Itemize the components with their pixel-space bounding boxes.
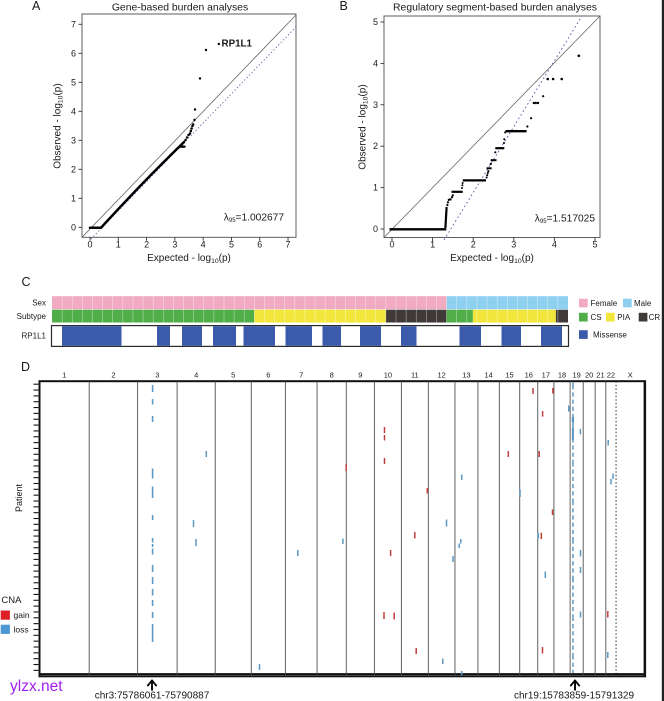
svg-text:7: 7 — [71, 19, 76, 29]
svg-text:Expected - log10(p): Expected - log10(p) — [450, 253, 534, 265]
svg-text:λ95=1.002677: λ95=1.002677 — [224, 213, 285, 225]
svg-text:2: 2 — [471, 240, 476, 250]
svg-text:D: D — [21, 360, 30, 374]
svg-text:8: 8 — [330, 371, 334, 380]
svg-text:A: A — [32, 0, 41, 13]
svg-text:5: 5 — [592, 240, 597, 250]
svg-text:1: 1 — [430, 240, 435, 250]
svg-text:3: 3 — [373, 100, 378, 110]
svg-text:17: 17 — [542, 371, 550, 380]
svg-text:Observed - log10(p): Observed - log10(p) — [53, 83, 65, 168]
svg-text:RP1L1: RP1L1 — [222, 39, 253, 50]
svg-text:chr19:15783859-15791329: chr19:15783859-15791329 — [514, 691, 635, 701]
svg-text:CR: CR — [649, 313, 661, 322]
svg-text:11: 11 — [411, 371, 419, 380]
svg-text:Expected - log10(p): Expected - log10(p) — [147, 253, 231, 265]
svg-text:5: 5 — [229, 240, 234, 250]
svg-text:3: 3 — [71, 135, 76, 145]
svg-text:Female: Female — [591, 299, 618, 308]
svg-text:5: 5 — [71, 77, 76, 87]
svg-text:Missense: Missense — [593, 331, 627, 340]
svg-text:CNA: CNA — [1, 595, 22, 606]
svg-text:20: 20 — [585, 371, 593, 380]
svg-text:5: 5 — [373, 17, 378, 27]
svg-text:2: 2 — [111, 371, 115, 380]
svg-text:ylzx.net: ylzx.net — [10, 678, 63, 695]
svg-text:18: 18 — [558, 371, 566, 380]
svg-text:1: 1 — [116, 240, 121, 250]
svg-text:3: 3 — [172, 240, 177, 250]
svg-text:B: B — [340, 0, 348, 13]
svg-text:4: 4 — [552, 240, 557, 250]
svg-text:X: X — [628, 371, 633, 380]
svg-text:4: 4 — [201, 240, 206, 250]
svg-text:0: 0 — [71, 222, 76, 232]
svg-text:7: 7 — [286, 240, 291, 250]
svg-text:loss: loss — [14, 624, 29, 634]
svg-text:Regulatory segment-based burde: Regulatory segment-based burden analyses — [393, 3, 597, 14]
svg-text:λ95=1.517025: λ95=1.517025 — [535, 214, 596, 226]
svg-text:1: 1 — [373, 183, 378, 193]
svg-text:10: 10 — [384, 371, 392, 380]
svg-text:7: 7 — [299, 371, 303, 380]
svg-text:0: 0 — [87, 240, 92, 250]
svg-text:3: 3 — [511, 240, 516, 250]
svg-text:Observed - log10(p): Observed - log10(p) — [358, 84, 370, 169]
svg-text:4: 4 — [194, 371, 198, 380]
svg-text:Gene-based burden analyses: Gene-based burden analyses — [112, 3, 248, 14]
svg-text:3: 3 — [155, 371, 159, 380]
svg-text:6: 6 — [257, 240, 262, 250]
svg-text:13: 13 — [462, 371, 470, 380]
svg-text:22: 22 — [607, 371, 615, 380]
svg-text:1: 1 — [62, 371, 66, 380]
svg-text:1: 1 — [71, 193, 76, 203]
svg-text:2: 2 — [373, 141, 378, 151]
svg-text:Male: Male — [634, 299, 652, 308]
svg-text:C: C — [22, 275, 31, 289]
svg-text:21: 21 — [596, 371, 604, 380]
svg-text:5: 5 — [231, 371, 235, 380]
svg-text:6: 6 — [71, 48, 76, 58]
svg-text:12: 12 — [437, 371, 445, 380]
svg-text:6: 6 — [266, 371, 270, 380]
svg-text:0: 0 — [373, 224, 378, 234]
svg-text:15: 15 — [505, 371, 513, 380]
svg-text:RP1L1: RP1L1 — [22, 332, 47, 341]
svg-text:CS: CS — [591, 313, 602, 322]
svg-text:9: 9 — [358, 371, 362, 380]
svg-text:14: 14 — [484, 371, 492, 380]
svg-text:4: 4 — [71, 106, 76, 116]
svg-text:2: 2 — [144, 240, 149, 250]
svg-text:0: 0 — [389, 240, 394, 250]
svg-text:gain: gain — [14, 610, 30, 620]
svg-text:19: 19 — [572, 371, 580, 380]
svg-text:chr3:75786061-75790887: chr3:75786061-75790887 — [95, 691, 210, 701]
svg-text:16: 16 — [525, 371, 533, 380]
svg-text:Subtype: Subtype — [17, 312, 47, 321]
svg-text:Sex: Sex — [32, 299, 46, 308]
svg-text:4: 4 — [373, 58, 378, 68]
svg-text:PIA: PIA — [617, 313, 631, 322]
svg-text:2: 2 — [71, 164, 76, 174]
svg-text:Patient: Patient — [14, 483, 24, 512]
